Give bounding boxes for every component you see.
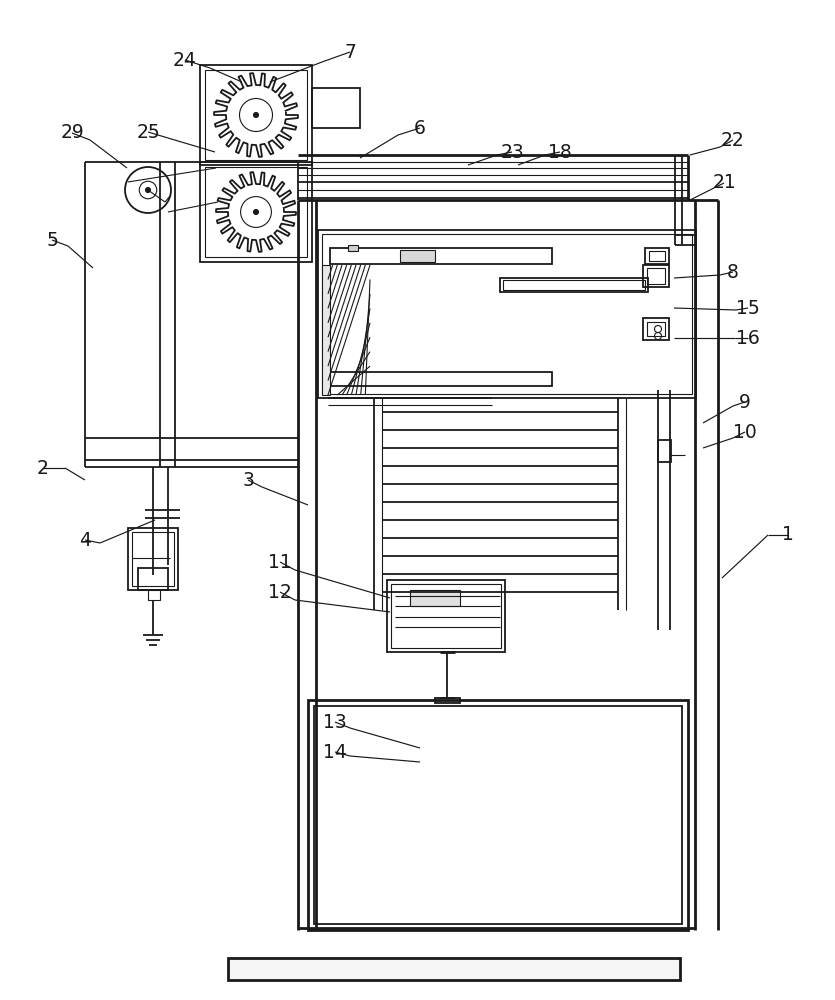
Bar (148, 590, 160, 600)
Circle shape (145, 188, 150, 192)
Text: 10: 10 (733, 422, 757, 442)
Bar (387, 580, 505, 652)
Text: 14: 14 (323, 742, 347, 762)
Bar (658, 440, 671, 462)
Bar (312, 88, 360, 128)
Bar (200, 65, 312, 165)
Text: 13: 13 (323, 712, 347, 732)
Text: 11: 11 (268, 552, 292, 572)
Bar (318, 230, 696, 398)
Text: 15: 15 (736, 298, 760, 318)
Bar (128, 528, 178, 590)
Text: 23: 23 (500, 142, 524, 161)
Text: 18: 18 (548, 142, 572, 161)
Text: 3: 3 (242, 471, 254, 489)
Text: 9: 9 (739, 392, 751, 412)
Bar (322, 265, 330, 395)
Bar (643, 265, 669, 287)
Bar (391, 584, 501, 648)
Bar (649, 251, 665, 261)
Bar (348, 245, 358, 251)
Bar (647, 268, 665, 284)
Text: 21: 21 (712, 174, 736, 192)
Bar (330, 248, 552, 264)
Circle shape (254, 112, 259, 117)
Bar (400, 250, 435, 262)
Text: 8: 8 (727, 262, 739, 282)
Circle shape (254, 210, 259, 215)
Text: 16: 16 (736, 328, 760, 348)
Bar (138, 568, 168, 590)
Bar (410, 590, 460, 606)
Text: 24: 24 (173, 50, 197, 70)
Text: 5: 5 (46, 231, 58, 249)
Bar (205, 167, 307, 257)
Bar (643, 318, 669, 340)
Bar (435, 698, 460, 703)
Text: 7: 7 (344, 42, 356, 62)
Bar (330, 372, 552, 386)
Text: 6: 6 (414, 118, 426, 137)
Bar (503, 280, 645, 290)
Bar (322, 234, 692, 394)
Bar (205, 70, 307, 160)
Bar (500, 278, 648, 292)
Bar (645, 248, 669, 264)
Bar (308, 700, 688, 930)
Text: 29: 29 (60, 123, 84, 142)
Bar (132, 532, 174, 586)
Text: 22: 22 (721, 130, 745, 149)
Text: 25: 25 (136, 122, 159, 141)
Text: 2: 2 (37, 458, 49, 478)
Text: 1: 1 (782, 526, 794, 544)
Text: 4: 4 (79, 530, 91, 550)
Bar (228, 958, 680, 980)
Bar (314, 706, 682, 924)
Text: 12: 12 (268, 582, 292, 601)
Bar (647, 322, 665, 336)
Bar (200, 162, 312, 262)
